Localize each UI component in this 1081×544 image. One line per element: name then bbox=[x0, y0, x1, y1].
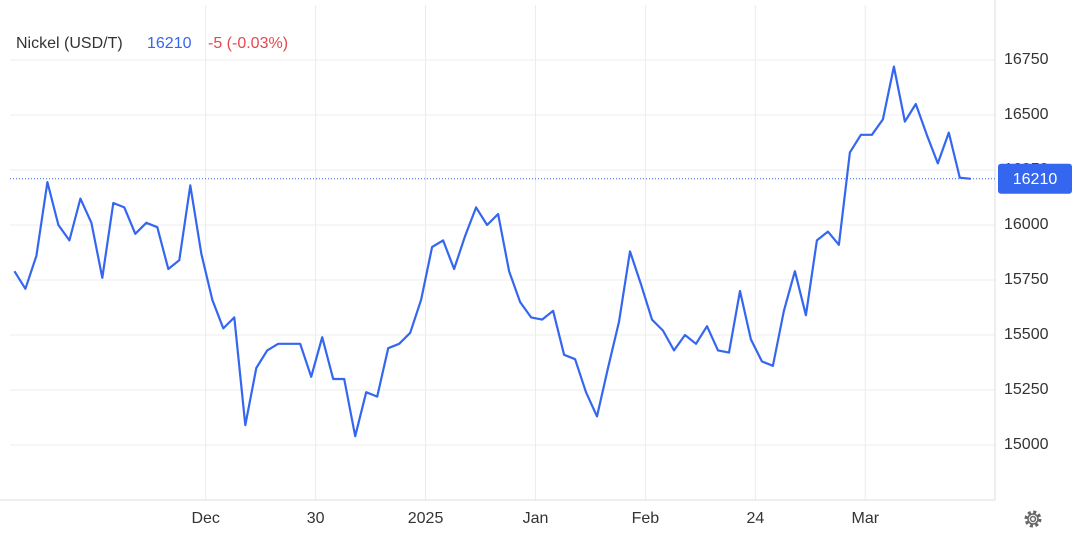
settings-icon[interactable] bbox=[1024, 510, 1042, 528]
y-tick-label: 16500 bbox=[1004, 106, 1049, 123]
x-tick-label: 30 bbox=[307, 510, 325, 527]
change: -5 (-0.03%) bbox=[208, 35, 288, 52]
x-tick-label: Feb bbox=[632, 510, 660, 527]
chart-title: Nickel (USD/T) bbox=[16, 35, 123, 52]
y-tick-label: 16000 bbox=[1004, 216, 1049, 233]
x-tick-label: Dec bbox=[191, 510, 219, 527]
x-tick-label: 24 bbox=[746, 510, 764, 527]
y-tick-label: 15500 bbox=[1004, 326, 1049, 343]
last-price-badge bbox=[998, 163, 1072, 194]
x-tick-label: 2025 bbox=[408, 510, 444, 527]
y-tick-label: 15750 bbox=[1004, 271, 1049, 288]
x-tick-label: Mar bbox=[851, 510, 879, 527]
y-tick-label: 15250 bbox=[1004, 381, 1049, 398]
y-tick-label: 16750 bbox=[1004, 51, 1049, 68]
last-price-label: 16210 bbox=[1013, 171, 1058, 188]
x-tick-label: Jan bbox=[523, 510, 549, 527]
y-tick-label: 15000 bbox=[1004, 436, 1049, 453]
price: 16210 bbox=[147, 35, 192, 52]
price-line bbox=[13, 65, 971, 438]
